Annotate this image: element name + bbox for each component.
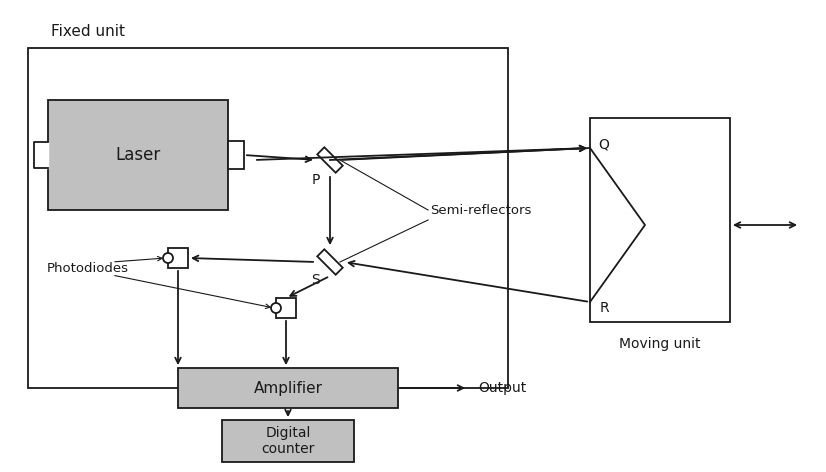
- Bar: [168, 248, 188, 268]
- Bar: [222, 420, 354, 462]
- Text: R: R: [599, 301, 609, 315]
- Text: P: P: [311, 173, 320, 187]
- Text: Semi-reflectors: Semi-reflectors: [430, 203, 531, 217]
- Bar: [48, 100, 228, 210]
- Bar: [228, 141, 244, 169]
- Bar: [28, 48, 508, 388]
- Text: Laser: Laser: [116, 146, 160, 164]
- Text: Photodiodes: Photodiodes: [47, 261, 129, 275]
- Circle shape: [163, 253, 173, 263]
- Text: S: S: [311, 273, 320, 287]
- Text: Q: Q: [599, 137, 610, 151]
- Text: Moving unit: Moving unit: [620, 337, 700, 351]
- Bar: [276, 298, 296, 318]
- Text: Digital
counter: Digital counter: [261, 426, 315, 456]
- Text: Fixed unit: Fixed unit: [51, 25, 125, 40]
- Polygon shape: [317, 249, 343, 275]
- Bar: [178, 368, 398, 408]
- Bar: [590, 118, 730, 322]
- Polygon shape: [317, 147, 343, 173]
- Circle shape: [271, 303, 281, 313]
- Text: Output: Output: [478, 381, 526, 395]
- Text: Amplifier: Amplifier: [254, 380, 322, 396]
- Polygon shape: [34, 142, 48, 168]
